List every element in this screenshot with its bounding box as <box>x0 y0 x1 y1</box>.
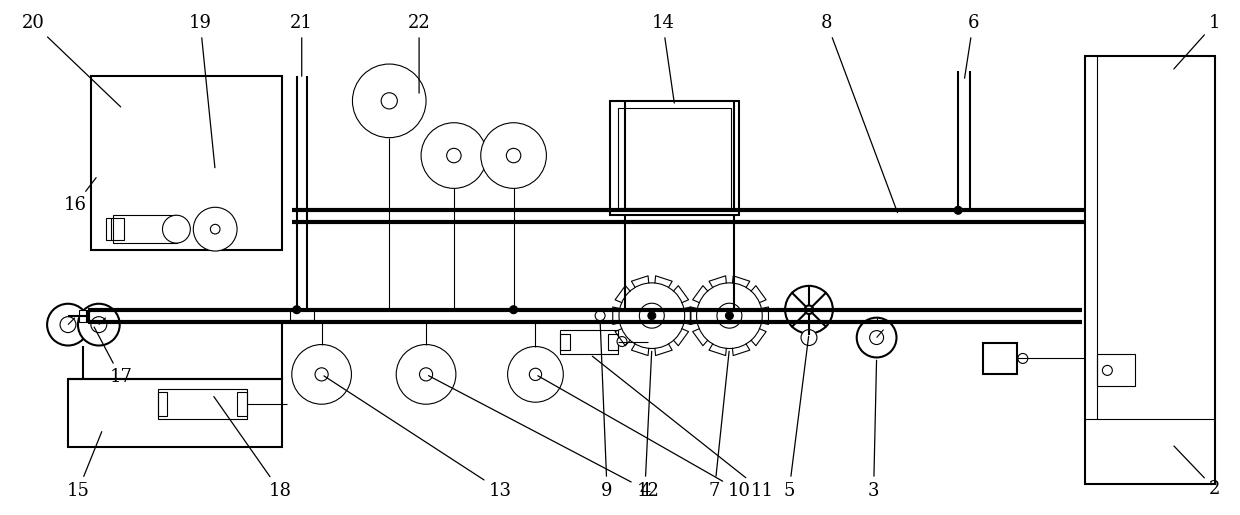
Bar <box>560 334 570 351</box>
Text: 18: 18 <box>213 397 291 500</box>
Bar <box>113 215 177 243</box>
Bar <box>105 218 124 240</box>
Text: 13: 13 <box>324 376 512 500</box>
Circle shape <box>91 317 107 333</box>
Circle shape <box>293 306 301 314</box>
Text: 16: 16 <box>63 178 97 214</box>
Circle shape <box>647 312 656 320</box>
Circle shape <box>291 345 351 404</box>
Circle shape <box>193 207 237 251</box>
Bar <box>157 392 167 416</box>
Text: 9: 9 <box>600 323 613 500</box>
Text: 22: 22 <box>408 14 430 93</box>
Circle shape <box>446 148 461 163</box>
Circle shape <box>78 304 120 346</box>
Bar <box>983 342 1017 374</box>
Circle shape <box>419 368 433 381</box>
Circle shape <box>47 304 89 346</box>
Circle shape <box>619 283 684 349</box>
Circle shape <box>315 368 329 381</box>
Bar <box>237 392 247 416</box>
Text: 19: 19 <box>188 14 215 168</box>
Circle shape <box>618 337 627 347</box>
Circle shape <box>717 303 742 328</box>
Text: 14: 14 <box>651 14 675 103</box>
Text: 3: 3 <box>868 360 879 500</box>
Text: 6: 6 <box>965 14 978 78</box>
Circle shape <box>801 330 817 346</box>
Bar <box>610 101 739 215</box>
Bar <box>157 389 247 419</box>
Bar <box>1097 354 1135 386</box>
Circle shape <box>640 303 665 328</box>
Text: 11: 11 <box>593 356 774 500</box>
Bar <box>1085 56 1215 484</box>
Circle shape <box>857 318 897 357</box>
Bar <box>290 310 314 320</box>
Circle shape <box>805 305 813 314</box>
Bar <box>79 310 88 322</box>
Circle shape <box>381 93 397 109</box>
Text: 15: 15 <box>67 432 102 500</box>
Circle shape <box>60 317 76 333</box>
Bar <box>560 330 618 354</box>
Circle shape <box>510 306 517 314</box>
Text: 5: 5 <box>784 336 808 500</box>
Text: 20: 20 <box>22 14 120 107</box>
Circle shape <box>1102 366 1112 375</box>
Bar <box>68 380 281 447</box>
Circle shape <box>955 207 962 214</box>
Circle shape <box>697 283 763 349</box>
Circle shape <box>422 123 487 188</box>
Circle shape <box>397 345 456 404</box>
Circle shape <box>481 123 547 188</box>
Text: 17: 17 <box>94 327 133 386</box>
Circle shape <box>725 312 733 320</box>
Circle shape <box>869 331 884 345</box>
Text: 10: 10 <box>538 376 751 500</box>
Circle shape <box>529 368 542 381</box>
Text: 21: 21 <box>290 14 314 76</box>
Circle shape <box>507 347 563 402</box>
Bar <box>618 108 732 208</box>
Circle shape <box>506 148 521 163</box>
Circle shape <box>162 215 190 243</box>
Circle shape <box>352 64 427 138</box>
Text: 7: 7 <box>709 351 729 500</box>
Circle shape <box>1018 353 1028 364</box>
Circle shape <box>595 311 605 321</box>
Text: 2: 2 <box>1174 446 1220 497</box>
Text: 1: 1 <box>1174 14 1220 69</box>
Text: 12: 12 <box>429 375 660 500</box>
Bar <box>91 76 281 250</box>
Circle shape <box>785 286 833 334</box>
Bar <box>608 334 618 351</box>
Text: 4: 4 <box>639 351 652 500</box>
Circle shape <box>211 225 219 234</box>
Text: 8: 8 <box>821 14 898 213</box>
